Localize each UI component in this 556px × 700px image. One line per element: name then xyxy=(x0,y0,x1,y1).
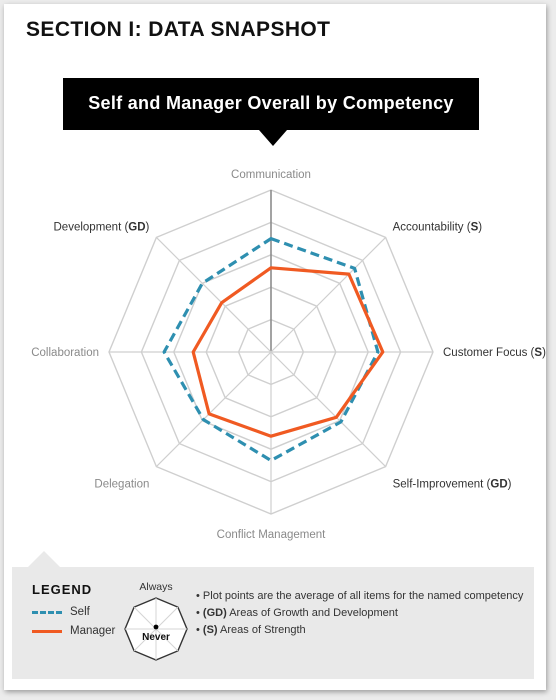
axis-label-conflict-management: Conflict Management xyxy=(217,529,326,541)
axis-label-customer-focus: Customer Focus (S) xyxy=(443,347,546,359)
scale-min-label: Never xyxy=(142,632,170,643)
legend-item-manager: Manager xyxy=(32,625,115,637)
note-plot-points: • Plot points are the average of all ite… xyxy=(196,590,524,602)
axis-label-delegation: Delegation xyxy=(94,479,149,491)
axis-label-accountability: Accountability (S) xyxy=(393,221,483,233)
legend-item-self: Self xyxy=(32,606,90,618)
scale-diagram: Always Never xyxy=(124,581,188,661)
legend-pointer xyxy=(28,551,60,567)
scale-center-dot xyxy=(153,624,159,630)
radar-chart: Communication Accountability (S) Customer … xyxy=(31,169,546,541)
scale-max-label: Always xyxy=(139,581,172,593)
legend-label-manager: Manager xyxy=(70,625,116,637)
legend-title: LEGEND xyxy=(32,582,93,597)
legend-label-self: Self xyxy=(70,606,90,618)
axis-label-communication: Communication xyxy=(231,169,311,181)
axis-spoke xyxy=(155,351,272,468)
scale-spoke xyxy=(133,628,157,652)
radar-grid xyxy=(108,189,434,515)
axis-spoke xyxy=(270,236,387,353)
legend-panel xyxy=(12,567,534,679)
note-strength: • (S) Areas of Strength xyxy=(196,624,306,636)
manager-line-swatch xyxy=(32,629,62,633)
banner-pointer xyxy=(259,130,287,146)
legend-notes: • Plot points are the average of all ite… xyxy=(196,588,523,639)
scale-spoke xyxy=(155,628,179,652)
axis-spoke xyxy=(155,236,272,353)
chart-title-banner: Self and Manager Overall by Competency xyxy=(63,78,479,130)
note-growth-development: • (GD) Areas of Growth and Development xyxy=(196,607,398,619)
axis-label-collaboration: Collaboration xyxy=(31,347,99,359)
series-self-line xyxy=(162,237,380,463)
scale-spoke xyxy=(133,606,157,630)
self-line-swatch xyxy=(32,610,62,614)
section-title: SECTION I: DATA SNAPSHOT xyxy=(26,18,331,41)
series-manager-line xyxy=(191,266,385,438)
axis-label-development: Development (GD) xyxy=(54,221,150,233)
scale-spoke xyxy=(155,606,179,630)
axis-label-self-improvement: Self-Improvement (GD) xyxy=(393,479,512,491)
axis-spoke xyxy=(270,351,387,468)
